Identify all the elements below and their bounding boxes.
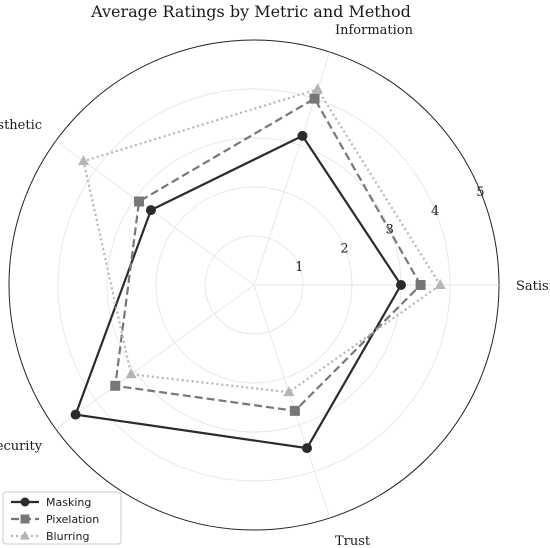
- r-tick-label: 2: [340, 241, 348, 256]
- legend: Masking Pixelation Blurring: [2, 491, 122, 545]
- grid-spoke: [55, 284, 255, 430]
- chart-title: Average Ratings by Metric and Method: [90, 2, 411, 21]
- data-point: [283, 386, 295, 397]
- data-point: [20, 514, 30, 524]
- category-label: Trust: [335, 534, 371, 548]
- series-pixelation: [110, 93, 426, 416]
- legend-label: Pixelation: [46, 513, 99, 526]
- legend-label: Blurring: [46, 530, 89, 543]
- data-point: [312, 83, 324, 94]
- data-point: [110, 380, 121, 391]
- data-point: [125, 368, 137, 379]
- radar-grid: [8, 39, 500, 531]
- legend-item: Masking: [11, 496, 91, 509]
- series-line: [82, 88, 442, 394]
- category-label: Aesthetic: [0, 118, 42, 133]
- data-point: [20, 530, 30, 540]
- grid-spoke: [253, 284, 331, 519]
- category-label: Security: [0, 439, 43, 454]
- series-line: [74, 134, 403, 450]
- data-point: [301, 443, 312, 454]
- series-line: [114, 97, 422, 412]
- r-tick-label: 4: [431, 204, 439, 219]
- category-label: Satisfaction: [516, 279, 550, 294]
- data-point: [145, 205, 156, 216]
- data-point: [20, 497, 30, 507]
- data-point: [415, 280, 426, 290]
- legend-item: Pixelation: [11, 513, 99, 526]
- series-blurring: [78, 83, 446, 397]
- category-labels: Satisfaction Information Aesthetic Security…: [0, 23, 550, 548]
- data-point: [396, 280, 406, 290]
- data-point: [289, 405, 300, 416]
- legend-item: Blurring: [11, 530, 89, 543]
- r-tick-label: 1: [295, 260, 303, 275]
- legend-label: Masking: [46, 496, 91, 509]
- legend-frame: [2, 491, 122, 545]
- category-label: Information: [335, 23, 414, 38]
- data-point: [70, 409, 81, 420]
- series-layer: [70, 83, 446, 454]
- data-point: [134, 196, 145, 207]
- data-point: [309, 93, 320, 104]
- data-point: [78, 155, 90, 166]
- r-tick-label: 5: [476, 185, 484, 200]
- data-point: [434, 279, 446, 289]
- series-masking: [70, 130, 406, 454]
- data-point: [297, 130, 308, 141]
